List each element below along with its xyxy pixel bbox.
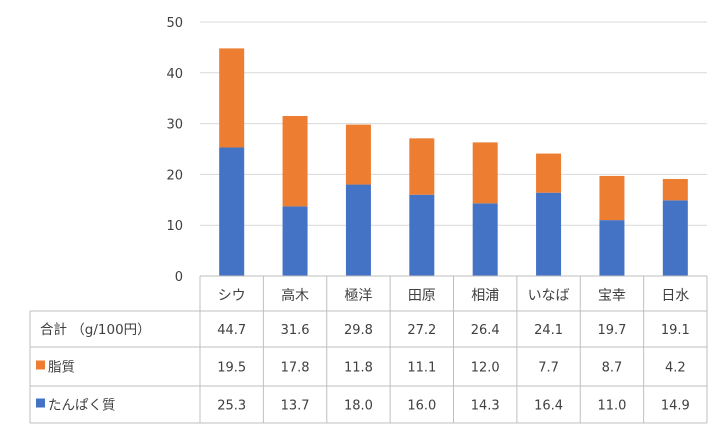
bar-segment-protein	[219, 147, 245, 276]
table-value-fat: 17.8	[281, 361, 310, 376]
bar-segment-protein	[345, 184, 371, 276]
bar-segment-fat	[662, 178, 688, 201]
table-value-fat: 12.0	[471, 361, 500, 376]
bar-segment-fat	[536, 153, 562, 193]
bar-segment-protein	[662, 200, 688, 276]
table-value-total: 31.6	[281, 323, 310, 338]
gridlines	[200, 21, 707, 277]
table-value-protein: 14.3	[471, 399, 500, 414]
table-value-fat: 19.5	[217, 361, 246, 376]
x-category-label: 極洋	[344, 288, 372, 304]
row-label-total: 合計 （g/100円）	[40, 322, 151, 338]
table-value-protein: 18.0	[344, 399, 373, 414]
row-label-protein: たんぱく質	[48, 398, 116, 414]
x-category-label: いなば	[528, 288, 570, 304]
table-value-protein: 14.9	[661, 399, 690, 414]
table-value-total: 19.1	[661, 323, 690, 338]
table-value-total: 29.8	[344, 323, 373, 338]
bar-segment-protein	[599, 220, 625, 276]
table-value-fat: 4.2	[665, 361, 686, 376]
x-category-label: 宝幸	[598, 288, 626, 304]
y-tick-label: 20	[166, 168, 183, 183]
x-category-label: 相浦	[471, 288, 499, 304]
table-value-fat: 8.7	[602, 361, 623, 376]
bars	[219, 48, 688, 276]
table-value-fat: 11.8	[344, 361, 373, 376]
y-tick-label: 10	[166, 219, 183, 234]
row-label-fat: 脂質	[48, 360, 75, 376]
bar-segment-fat	[409, 138, 435, 195]
x-category-label: 高木	[281, 287, 309, 304]
bar-segment-protein	[282, 206, 308, 276]
table-value-total: 26.4	[471, 323, 500, 338]
bar-segment-fat	[219, 48, 245, 148]
x-category-label: シウ	[218, 288, 246, 304]
y-tick-label: 50	[166, 16, 183, 31]
table-value-fat: 7.7	[538, 361, 559, 376]
y-tick-label: 0	[175, 270, 183, 285]
table-value-total: 44.7	[217, 323, 246, 338]
table-value-fat: 11.1	[407, 361, 436, 376]
bar-segment-fat	[345, 124, 371, 185]
table-value-protein: 11.0	[597, 399, 626, 414]
bar-segment-protein	[536, 192, 562, 276]
y-axis-ticks: 0 10 20 30 40 50	[166, 16, 183, 285]
bar-segment-fat	[282, 115, 308, 207]
x-category-label: 日水	[661, 288, 689, 304]
bar-segment-fat	[599, 175, 625, 221]
y-tick-label: 40	[166, 67, 183, 82]
x-category-label: 田原	[408, 288, 436, 304]
table-value-protein: 16.0	[407, 399, 436, 414]
legend-key-fat	[36, 360, 45, 370]
table-value-protein: 25.3	[217, 399, 246, 414]
y-tick-label: 30	[166, 118, 183, 133]
bar-segment-fat	[472, 142, 498, 204]
bar-segment-protein	[409, 194, 435, 276]
table-value-protein: 13.7	[281, 399, 310, 414]
table-value-protein: 16.4	[534, 399, 563, 414]
table-value-total: 24.1	[534, 323, 563, 338]
bar-segment-protein	[472, 203, 498, 276]
table-value-total: 19.7	[597, 323, 626, 338]
legend-key-protein	[36, 398, 45, 408]
table-value-total: 27.2	[407, 323, 436, 338]
